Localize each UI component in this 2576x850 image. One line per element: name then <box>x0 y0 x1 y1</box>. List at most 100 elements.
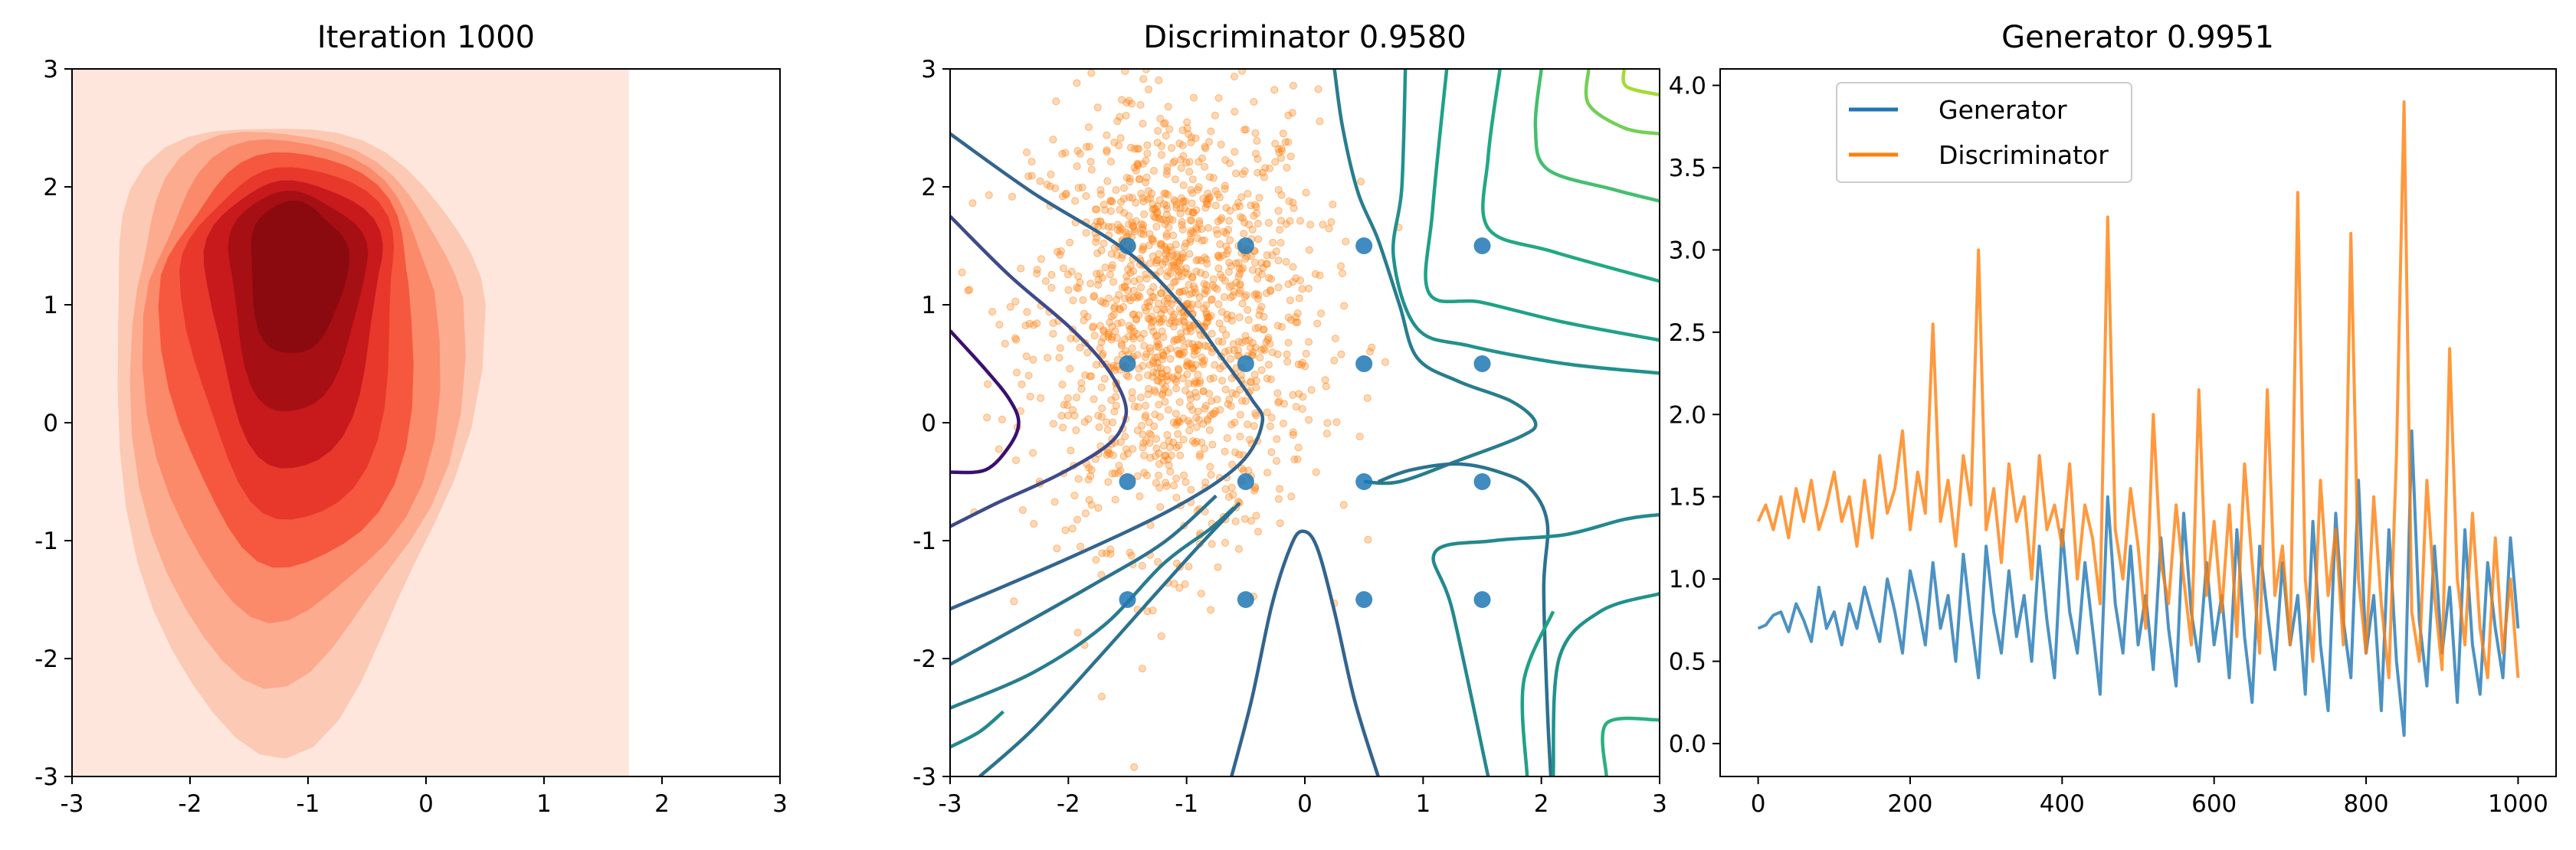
fake-sample-point <box>1246 436 1254 444</box>
fake-sample-point <box>1167 60 1174 67</box>
fake-sample-point <box>1140 342 1149 350</box>
fake-sample-point <box>1072 426 1080 434</box>
fake-sample-point <box>1368 343 1376 351</box>
fake-sample-point <box>1227 293 1235 302</box>
fake-sample-point <box>1231 517 1240 525</box>
fake-sample-point <box>1142 9 1149 16</box>
fake-sample-point <box>1381 358 1389 366</box>
fake-sample-point <box>1231 148 1239 156</box>
fake-sample-point <box>1067 335 1075 342</box>
fake-sample-point <box>1229 491 1237 499</box>
fake-sample-point <box>1323 419 1332 427</box>
fake-sample-point <box>1047 283 1056 292</box>
real-sample-point <box>1355 591 1373 608</box>
fake-sample-point <box>1313 319 1322 328</box>
fake-sample-point <box>1170 278 1178 286</box>
fake-sample-point <box>1074 272 1083 280</box>
fake-sample-point <box>1225 395 1234 404</box>
fake-sample-point <box>1194 371 1202 379</box>
y-tick-label: 0.0 <box>1669 731 1706 758</box>
fake-sample-point <box>1128 324 1136 332</box>
fake-sample-point <box>1100 374 1109 383</box>
fake-sample-point <box>1145 418 1153 427</box>
fake-sample-point <box>1292 403 1300 411</box>
fake-sample-point <box>1290 456 1299 463</box>
density-title: Iteration 1000 <box>317 20 535 55</box>
fake-sample-point <box>1139 119 1147 128</box>
fake-sample-point <box>1037 255 1045 263</box>
contour-line-10 <box>1551 592 1660 776</box>
fake-sample-point <box>1263 408 1271 417</box>
fake-sample-point <box>1185 562 1193 570</box>
fake-sample-point <box>1188 175 1197 184</box>
fake-sample-point <box>1156 503 1165 512</box>
fake-sample-point <box>1109 451 1117 459</box>
y-tick-label: 3 <box>921 56 936 83</box>
fake-sample-point <box>1023 308 1031 316</box>
fake-sample-point <box>1185 281 1193 289</box>
fake-sample-point <box>1316 271 1324 280</box>
fake-sample-point <box>1155 484 1164 492</box>
fake-sample-point <box>1143 607 1152 616</box>
fake-sample-point <box>1101 299 1109 308</box>
fake-sample-point <box>1263 335 1272 344</box>
fake-sample-point <box>1106 545 1115 554</box>
legend-generator-label: Generator <box>1939 95 2067 125</box>
fake-sample-point <box>1244 466 1253 475</box>
discriminator-axis-ticks: -3 -2 -1 0 1 2 3 -3 -2 -1 0 1 2 3 <box>913 56 1667 818</box>
fake-sample-point <box>1113 226 1122 234</box>
fake-sample-point <box>1186 237 1195 246</box>
fake-sample-point <box>1366 348 1374 356</box>
fake-sample-point <box>1167 307 1175 315</box>
fake-sample-point <box>1263 469 1272 477</box>
fake-sample-point <box>1152 306 1161 314</box>
fake-sample-point <box>1145 439 1154 447</box>
fake-sample-point <box>1073 79 1081 87</box>
x-tick-label: 800 <box>2343 790 2388 818</box>
fake-sample-point <box>1128 388 1136 397</box>
fake-sample-point <box>1068 525 1077 533</box>
fake-sample-point <box>1227 420 1236 429</box>
fake-sample-point <box>1231 448 1240 456</box>
fake-sample-point <box>1155 450 1163 457</box>
fake-sample-point <box>1192 414 1201 422</box>
x-tick-label: -2 <box>1057 790 1080 818</box>
fake-sample-point <box>1185 379 1193 387</box>
loss-axis-ticks: 0 200 400 600 800 1000 0.0 0.5 1.0 1.5 2.0 2.5 3.0 3.… <box>1669 72 2548 818</box>
fake-sample-point <box>1197 269 1204 277</box>
fake-sample-point <box>1207 312 1215 320</box>
fake-sample-point <box>1187 485 1195 494</box>
fake-sample-point <box>1165 372 1173 380</box>
fake-sample-point <box>1202 281 1211 289</box>
fake-sample-point <box>1158 151 1165 159</box>
fake-sample-point <box>1185 427 1194 435</box>
fake-sample-point <box>1240 230 1248 238</box>
fake-sample-point <box>1121 433 1129 440</box>
fake-sample-point <box>1148 189 1156 198</box>
fake-sample-point <box>1162 372 1170 381</box>
fake-sample-point <box>1157 317 1165 325</box>
fake-sample-point <box>1103 177 1112 185</box>
fake-sample-point <box>1230 346 1238 355</box>
real-sample-point <box>1237 591 1254 608</box>
fake-sample-point <box>1218 377 1227 385</box>
fake-sample-point <box>1223 434 1231 443</box>
fake-sample-point <box>1286 217 1294 225</box>
fake-sample-point <box>1179 436 1188 443</box>
fake-sample-point <box>1337 350 1345 358</box>
fake-sample-point <box>1064 286 1073 294</box>
fake-sample-point <box>1211 361 1219 369</box>
fake-sample-point <box>1166 443 1174 451</box>
fake-sample-point <box>1267 448 1276 456</box>
fake-sample-point <box>1085 142 1093 151</box>
fake-sample-point <box>1142 436 1150 445</box>
fake-sample-point <box>1224 268 1233 276</box>
fake-sample-point <box>1254 168 1262 177</box>
y-tick-label: 4.0 <box>1669 72 1706 100</box>
fake-sample-point <box>1182 327 1191 335</box>
fake-sample-point <box>1182 361 1191 370</box>
fake-sample-point <box>1159 333 1168 342</box>
fake-sample-point <box>1178 225 1187 234</box>
fake-sample-point <box>1186 402 1195 410</box>
fake-sample-point <box>1195 453 1204 461</box>
